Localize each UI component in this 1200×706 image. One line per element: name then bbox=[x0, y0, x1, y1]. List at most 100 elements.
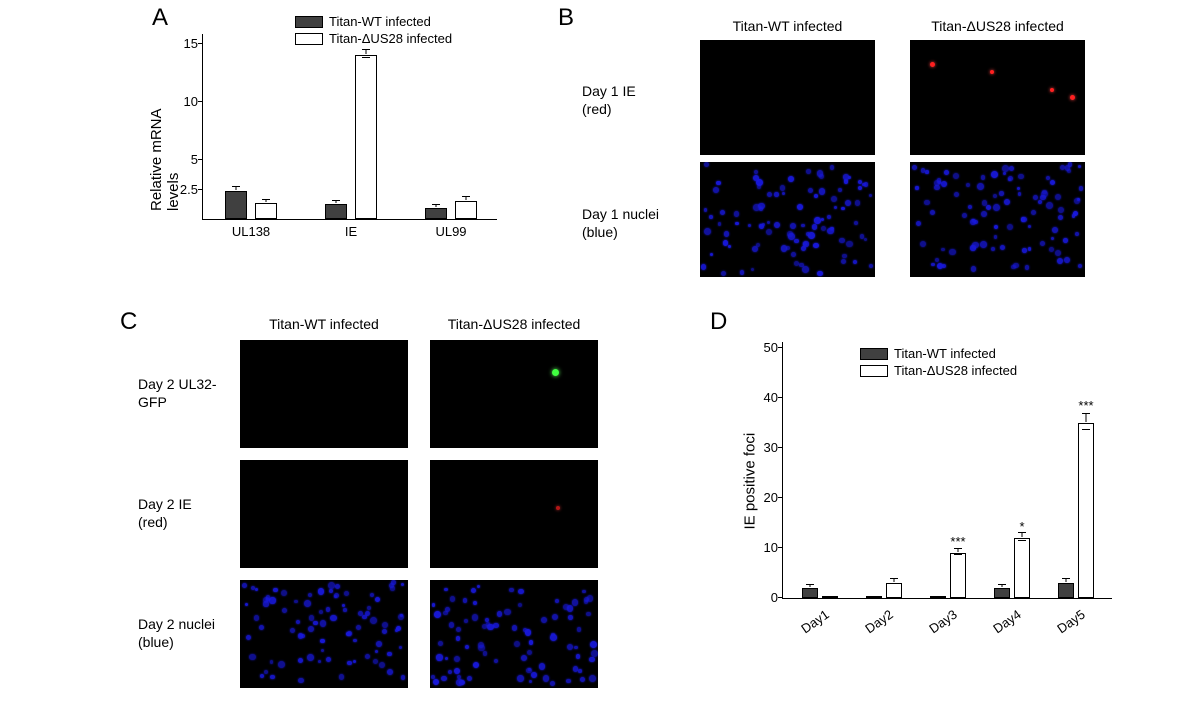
xtick: Day2 bbox=[862, 607, 895, 637]
nucleus-dot bbox=[578, 669, 581, 672]
bar-ie-dus28 bbox=[355, 55, 377, 219]
nucleus-dot bbox=[473, 601, 477, 605]
nucleus-dot bbox=[432, 603, 436, 607]
nucleus-dot bbox=[855, 200, 860, 205]
nucleus-dot bbox=[342, 604, 345, 607]
nucleus-dot bbox=[568, 615, 573, 620]
nucleus-dot bbox=[541, 617, 547, 623]
nucleus-dot bbox=[977, 183, 984, 190]
nucleus-dot bbox=[395, 629, 398, 632]
nucleus-dot bbox=[803, 241, 808, 246]
nucleus-dot bbox=[774, 192, 778, 196]
nucleus-dot bbox=[724, 231, 729, 236]
bar-ul138-dus28 bbox=[255, 203, 277, 219]
nucleus-dot bbox=[433, 679, 439, 685]
bar-d2-wt bbox=[866, 596, 882, 598]
nucleus-dot bbox=[920, 241, 926, 247]
nucleus-dot bbox=[379, 662, 385, 668]
nucleus-dot bbox=[367, 606, 372, 611]
nucleus-dot bbox=[441, 676, 446, 681]
nucleus-dot bbox=[307, 654, 314, 661]
nucleus-dot bbox=[753, 204, 760, 211]
nucleus-dot bbox=[841, 259, 846, 264]
nucleus-dot bbox=[436, 654, 442, 660]
nucleus-dot bbox=[1055, 194, 1061, 200]
nucleus-dot bbox=[718, 222, 722, 226]
nucleus-dot bbox=[751, 268, 754, 271]
nucleus-dot bbox=[445, 607, 450, 612]
nucleus-dot bbox=[375, 650, 378, 653]
nucleus-dot bbox=[294, 600, 298, 604]
sig: *** bbox=[950, 534, 965, 549]
bar-group bbox=[994, 342, 1030, 598]
nucleus-dot bbox=[788, 176, 794, 182]
nucleus-dot bbox=[587, 595, 594, 602]
nucleus-dot bbox=[934, 185, 939, 190]
nucleus-dot bbox=[924, 200, 929, 205]
nucleus-dot bbox=[720, 210, 725, 215]
panel-b-row2-label: Day 1 nuclei (blue) bbox=[582, 205, 659, 241]
nucleus-dot bbox=[375, 597, 380, 602]
nucleus-dot bbox=[313, 621, 318, 626]
nucleus-dot bbox=[362, 615, 366, 619]
ie-spot bbox=[556, 506, 560, 510]
bar-d1-wt bbox=[802, 588, 818, 598]
nucleus-dot bbox=[1003, 172, 1007, 176]
nucleus-dot bbox=[767, 192, 772, 197]
nucleus-dot bbox=[512, 625, 518, 631]
panel-d-ylabel: IE positive foci bbox=[742, 410, 759, 530]
nucleus-dot bbox=[1058, 207, 1064, 213]
ytick: 40 bbox=[758, 390, 778, 405]
ytick: 15 bbox=[172, 36, 198, 51]
nucleus-dot bbox=[438, 641, 443, 646]
nucleus-dot bbox=[353, 639, 356, 642]
tick bbox=[778, 447, 782, 448]
nucleus-dot bbox=[814, 217, 820, 223]
tick bbox=[778, 497, 782, 498]
nucleus-dot bbox=[1058, 215, 1063, 220]
nucleus-dot bbox=[304, 600, 311, 607]
nucleus-dot bbox=[590, 641, 597, 648]
sig: * bbox=[1019, 519, 1024, 534]
tick bbox=[198, 101, 202, 102]
nucleus-dot bbox=[972, 242, 979, 249]
legend-item: Titan-ΔUS28 infected bbox=[295, 31, 452, 46]
nucleus-dot bbox=[444, 588, 447, 591]
ytick: 10 bbox=[172, 94, 198, 109]
legend-swatch-dark bbox=[295, 16, 323, 28]
nucleus-dot bbox=[591, 650, 598, 657]
nucleus-dot bbox=[376, 641, 382, 647]
ytick: 20 bbox=[758, 490, 778, 505]
bar-d3-dus28 bbox=[950, 553, 966, 598]
nucleus-dot bbox=[1041, 191, 1047, 197]
bar-d2-dus28 bbox=[886, 583, 902, 598]
nucleus-dot bbox=[1040, 241, 1045, 246]
nucleus-dot bbox=[704, 208, 708, 212]
nucleus-dot bbox=[281, 590, 287, 596]
nucleus-dot bbox=[527, 650, 532, 655]
legend-label: Titan-WT infected bbox=[894, 346, 996, 361]
nucleus-dot bbox=[278, 661, 285, 668]
panel-b-col2: Titan-ΔUS28 infected bbox=[910, 18, 1085, 34]
nucleus-dot bbox=[1046, 176, 1050, 180]
bar-d5-dus28 bbox=[1078, 423, 1094, 598]
panel-b-dus28-nuclei bbox=[910, 162, 1085, 277]
panel-a-legend: Titan-WT infected Titan-ΔUS28 infected bbox=[295, 14, 452, 48]
panel-b-row1-label: Day 1 IE (red) bbox=[582, 82, 636, 118]
nucleus-dot bbox=[968, 205, 972, 209]
nucleus-dot bbox=[954, 192, 959, 197]
nucleus-dot bbox=[321, 649, 324, 652]
x-axis bbox=[782, 598, 1112, 599]
nucleus-dot bbox=[589, 657, 595, 663]
nucleus-dot bbox=[721, 271, 726, 276]
nucleus-dot bbox=[1017, 187, 1020, 190]
bar-group bbox=[866, 342, 902, 598]
panel-c-wt-ie bbox=[240, 460, 408, 568]
nucleus-dot bbox=[853, 260, 857, 264]
nucleus-dot bbox=[734, 211, 740, 217]
nucleus-dot bbox=[586, 612, 591, 617]
nucleus-dot bbox=[320, 639, 324, 643]
tick bbox=[198, 43, 202, 44]
nucleus-dot bbox=[270, 660, 274, 664]
nucleus-dot bbox=[365, 654, 370, 659]
